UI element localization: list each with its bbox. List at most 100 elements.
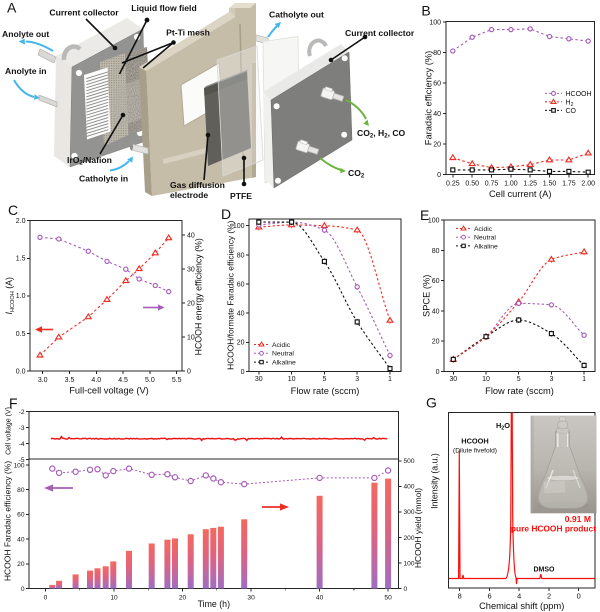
svg-text:40: 40 bbox=[237, 311, 245, 318]
svg-text:80: 80 bbox=[17, 487, 25, 494]
svg-text:60: 60 bbox=[237, 281, 245, 288]
svg-text:0: 0 bbox=[44, 595, 48, 602]
svg-text:10: 10 bbox=[110, 595, 118, 602]
svg-text:Current collector: Current collector bbox=[345, 28, 415, 38]
svg-text:H2: H2 bbox=[566, 100, 574, 109]
svg-text:CO2: CO2 bbox=[348, 168, 365, 180]
svg-text:30: 30 bbox=[247, 595, 255, 602]
svg-text:B: B bbox=[421, 3, 430, 19]
svg-text:HCOOH/formate Faradaic efficie: HCOOH/formate Faradaic efficiency (%) bbox=[226, 220, 236, 369]
svg-text:40: 40 bbox=[316, 595, 324, 602]
svg-text:SPCE (%): SPCE (%) bbox=[422, 275, 432, 317]
svg-text:20: 20 bbox=[237, 340, 245, 347]
svg-text:1.75: 1.75 bbox=[562, 181, 576, 188]
svg-text:Neutral: Neutral bbox=[474, 235, 496, 242]
svg-text:Current collector: Current collector bbox=[49, 8, 119, 18]
svg-text:-4: -4 bbox=[19, 441, 25, 448]
svg-text:Gas diffusion: Gas diffusion bbox=[170, 180, 225, 190]
svg-text:1: 1 bbox=[388, 376, 392, 383]
svg-text:60: 60 bbox=[17, 512, 25, 519]
svg-text:3: 3 bbox=[549, 376, 553, 383]
svg-text:Alkaline: Alkaline bbox=[272, 360, 296, 367]
svg-text:HCOOH: HCOOH bbox=[566, 91, 592, 98]
svg-text:Acidic: Acidic bbox=[474, 226, 493, 233]
svg-text:1.25: 1.25 bbox=[523, 181, 537, 188]
svg-text:60: 60 bbox=[432, 278, 440, 285]
svg-text:0.91 M: 0.91 M bbox=[565, 514, 591, 524]
svg-text:20: 20 bbox=[187, 301, 195, 308]
svg-text:20: 20 bbox=[432, 339, 440, 346]
svg-text:1.50: 1.50 bbox=[543, 181, 557, 188]
svg-text:20: 20 bbox=[179, 595, 187, 602]
svg-text:40: 40 bbox=[432, 308, 440, 315]
svg-text:PTFE: PTFE bbox=[230, 191, 252, 201]
svg-text:5.5: 5.5 bbox=[172, 377, 182, 384]
svg-text:10: 10 bbox=[482, 376, 490, 383]
svg-text:0.0: 0.0 bbox=[16, 368, 26, 375]
svg-text:Acidic: Acidic bbox=[272, 342, 291, 349]
svg-text:HCOOH: HCOOH bbox=[461, 437, 489, 446]
svg-text:5.0: 5.0 bbox=[145, 377, 155, 384]
svg-text:-5: -5 bbox=[19, 457, 25, 464]
svg-text:0: 0 bbox=[21, 586, 25, 593]
svg-text:0.50: 0.50 bbox=[465, 181, 479, 188]
svg-text:Catholyte out: Catholyte out bbox=[269, 10, 324, 20]
svg-text:10: 10 bbox=[187, 335, 195, 342]
svg-text:0: 0 bbox=[241, 369, 245, 376]
svg-text:2: 2 bbox=[547, 591, 551, 600]
svg-text:100: 100 bbox=[233, 223, 245, 230]
svg-text:Flow rate (sccm): Flow rate (sccm) bbox=[291, 386, 360, 396]
svg-text:Cell voltage (V): Cell voltage (V) bbox=[6, 407, 13, 455]
svg-text:10: 10 bbox=[288, 376, 296, 383]
svg-text:HCOOH Faradaic efficiency (%): HCOOH Faradaic efficiency (%) bbox=[3, 461, 13, 581]
svg-text:0: 0 bbox=[436, 369, 440, 376]
svg-text:HCOOH energy efficiency (%): HCOOH energy efficiency (%) bbox=[194, 238, 204, 355]
svg-text:Catholyte in: Catholyte in bbox=[79, 174, 128, 184]
svg-text:F: F bbox=[9, 395, 18, 411]
svg-text:electrode: electrode bbox=[170, 190, 208, 200]
svg-text:E: E bbox=[420, 207, 429, 223]
svg-text:400: 400 bbox=[404, 484, 415, 491]
svg-text:6: 6 bbox=[487, 591, 491, 600]
svg-text:200: 200 bbox=[404, 535, 415, 542]
svg-text:0: 0 bbox=[187, 368, 191, 375]
svg-text:(Dilute fivefold): (Dilute fivefold) bbox=[453, 448, 497, 455]
svg-text:Pt-Ti mesh: Pt-Ti mesh bbox=[166, 28, 210, 38]
svg-text:100: 100 bbox=[13, 462, 24, 469]
svg-text:500: 500 bbox=[404, 458, 415, 465]
svg-text:Faradaic efficiency (%): Faradaic efficiency (%) bbox=[424, 51, 434, 145]
svg-text:Neutral: Neutral bbox=[272, 351, 294, 358]
svg-text:CO2, H2, CO: CO2, H2, CO bbox=[357, 128, 406, 140]
svg-text:300: 300 bbox=[404, 509, 415, 516]
svg-text:80: 80 bbox=[432, 248, 440, 255]
svg-text:Time (h): Time (h) bbox=[198, 599, 230, 609]
svg-text:0: 0 bbox=[577, 591, 581, 600]
svg-text:0.25: 0.25 bbox=[446, 181, 460, 188]
svg-text:3.0: 3.0 bbox=[38, 377, 48, 384]
svg-text:30: 30 bbox=[187, 267, 195, 274]
svg-text:30: 30 bbox=[449, 376, 457, 383]
svg-text:Alkaline: Alkaline bbox=[474, 243, 498, 250]
svg-text:0: 0 bbox=[404, 586, 408, 593]
svg-text:20: 20 bbox=[17, 561, 25, 568]
svg-text:100: 100 bbox=[404, 560, 415, 567]
svg-text:DMSO: DMSO bbox=[534, 567, 556, 574]
svg-text:-2: -2 bbox=[19, 409, 25, 416]
svg-text:30: 30 bbox=[255, 376, 263, 383]
svg-text:1.0: 1.0 bbox=[16, 293, 26, 300]
svg-text:50: 50 bbox=[384, 595, 392, 602]
svg-text:20: 20 bbox=[433, 141, 441, 148]
svg-text:G: G bbox=[426, 395, 437, 411]
svg-text:Flow rate (sccm): Flow rate (sccm) bbox=[485, 386, 554, 396]
svg-text:4.0: 4.0 bbox=[91, 377, 101, 384]
svg-text:IHCOOH (A): IHCOOH (A) bbox=[4, 277, 16, 315]
svg-text:4: 4 bbox=[517, 591, 521, 600]
svg-text:CO: CO bbox=[566, 108, 577, 115]
svg-text:Intensity (a.u.): Intensity (a.u.) bbox=[430, 453, 440, 509]
svg-text:2.0: 2.0 bbox=[16, 218, 26, 225]
svg-text:0.75: 0.75 bbox=[485, 181, 499, 188]
svg-text:3.5: 3.5 bbox=[65, 377, 75, 384]
svg-text:H2O: H2O bbox=[496, 421, 510, 432]
svg-text:D: D bbox=[221, 206, 231, 222]
svg-text:1.5: 1.5 bbox=[16, 256, 26, 263]
